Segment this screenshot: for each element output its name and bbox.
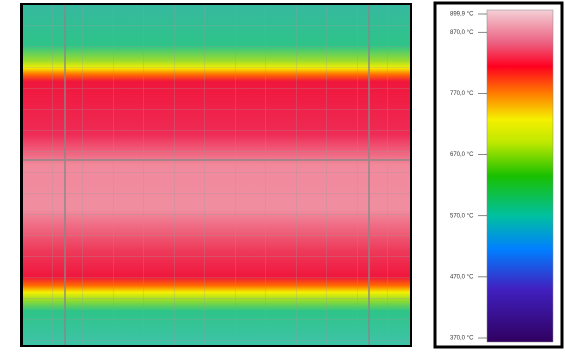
page: 899,9 °C 870,0 °C 770,0 °C 670,0 °C 570,0 °C… bbox=[0, 0, 565, 354]
tick-label: 870,0 °C bbox=[450, 30, 474, 36]
color-bar bbox=[487, 10, 553, 342]
tick-label: 570,0 °C bbox=[450, 213, 474, 219]
tick-label: 470,0 °C bbox=[450, 274, 474, 280]
thermal-view: 899,9 °C 870,0 °C 770,0 °C 670,0 °C 570,0 °C… bbox=[0, 0, 565, 349]
tick-label: 899,9 °C bbox=[450, 12, 474, 18]
tick-label: 670,0 °C bbox=[450, 152, 474, 158]
tick-label: 770,0 °C bbox=[450, 91, 474, 97]
image-grid bbox=[23, 5, 410, 345]
tick-label: 370,0 °C bbox=[450, 336, 474, 342]
